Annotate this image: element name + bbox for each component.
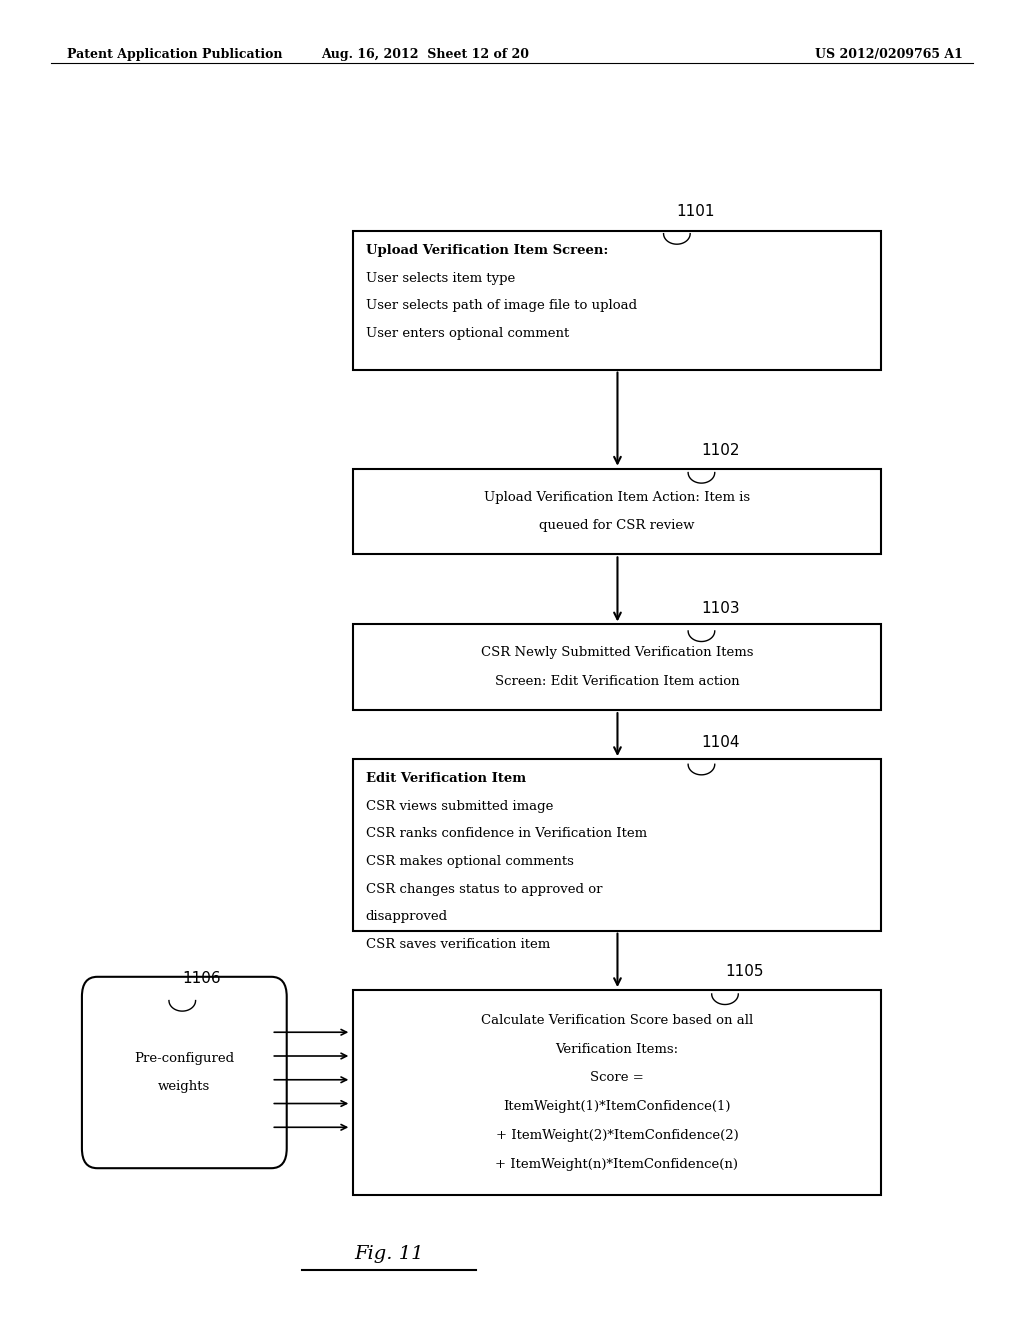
Text: User selects item type: User selects item type [366, 272, 515, 285]
Text: CSR views submitted image: CSR views submitted image [366, 800, 553, 813]
Text: + ItemWeight(n)*ItemConfidence(n): + ItemWeight(n)*ItemConfidence(n) [496, 1158, 738, 1171]
FancyBboxPatch shape [353, 231, 881, 370]
Text: 1103: 1103 [701, 602, 740, 616]
Text: Verification Items:: Verification Items: [555, 1043, 679, 1056]
Text: disapproved: disapproved [366, 911, 447, 923]
FancyBboxPatch shape [82, 977, 287, 1168]
Text: US 2012/0209765 A1: US 2012/0209765 A1 [815, 48, 963, 61]
Text: 1102: 1102 [701, 444, 740, 458]
Text: Calculate Verification Score based on all: Calculate Verification Score based on al… [481, 1014, 753, 1027]
Text: Fig. 11: Fig. 11 [354, 1245, 424, 1263]
Text: 1106: 1106 [182, 972, 221, 986]
Text: 1104: 1104 [701, 735, 740, 750]
Text: ItemWeight(1)*ItemConfidence(1): ItemWeight(1)*ItemConfidence(1) [503, 1101, 731, 1113]
Text: Pre-configured: Pre-configured [134, 1052, 234, 1064]
Text: Patent Application Publication: Patent Application Publication [67, 48, 282, 61]
Text: CSR changes status to approved or: CSR changes status to approved or [366, 883, 602, 895]
Text: Aug. 16, 2012  Sheet 12 of 20: Aug. 16, 2012 Sheet 12 of 20 [321, 48, 529, 61]
FancyBboxPatch shape [353, 759, 881, 931]
Text: Upload Verification Item Action: Item is: Upload Verification Item Action: Item is [484, 491, 750, 503]
FancyBboxPatch shape [353, 990, 881, 1195]
Text: 1101: 1101 [676, 205, 715, 219]
Text: weights: weights [158, 1081, 211, 1093]
Text: CSR Newly Submitted Verification Items: CSR Newly Submitted Verification Items [480, 647, 754, 659]
Text: CSR saves verification item: CSR saves verification item [366, 937, 550, 950]
Text: CSR makes optional comments: CSR makes optional comments [366, 855, 573, 869]
Text: Score =: Score = [590, 1072, 644, 1084]
Text: Upload Verification Item Screen:: Upload Verification Item Screen: [366, 244, 608, 257]
Text: queued for CSR review: queued for CSR review [540, 520, 694, 532]
FancyBboxPatch shape [353, 624, 881, 710]
Text: User selects path of image file to upload: User selects path of image file to uploa… [366, 300, 637, 313]
Text: 1105: 1105 [725, 965, 764, 979]
Text: CSR ranks confidence in Verification Item: CSR ranks confidence in Verification Ite… [366, 828, 647, 841]
Text: Screen: Edit Verification Item action: Screen: Edit Verification Item action [495, 676, 739, 688]
Text: + ItemWeight(2)*ItemConfidence(2): + ItemWeight(2)*ItemConfidence(2) [496, 1129, 738, 1142]
Text: User enters optional comment: User enters optional comment [366, 327, 568, 341]
Text: Edit Verification Item: Edit Verification Item [366, 772, 525, 785]
FancyBboxPatch shape [353, 469, 881, 554]
